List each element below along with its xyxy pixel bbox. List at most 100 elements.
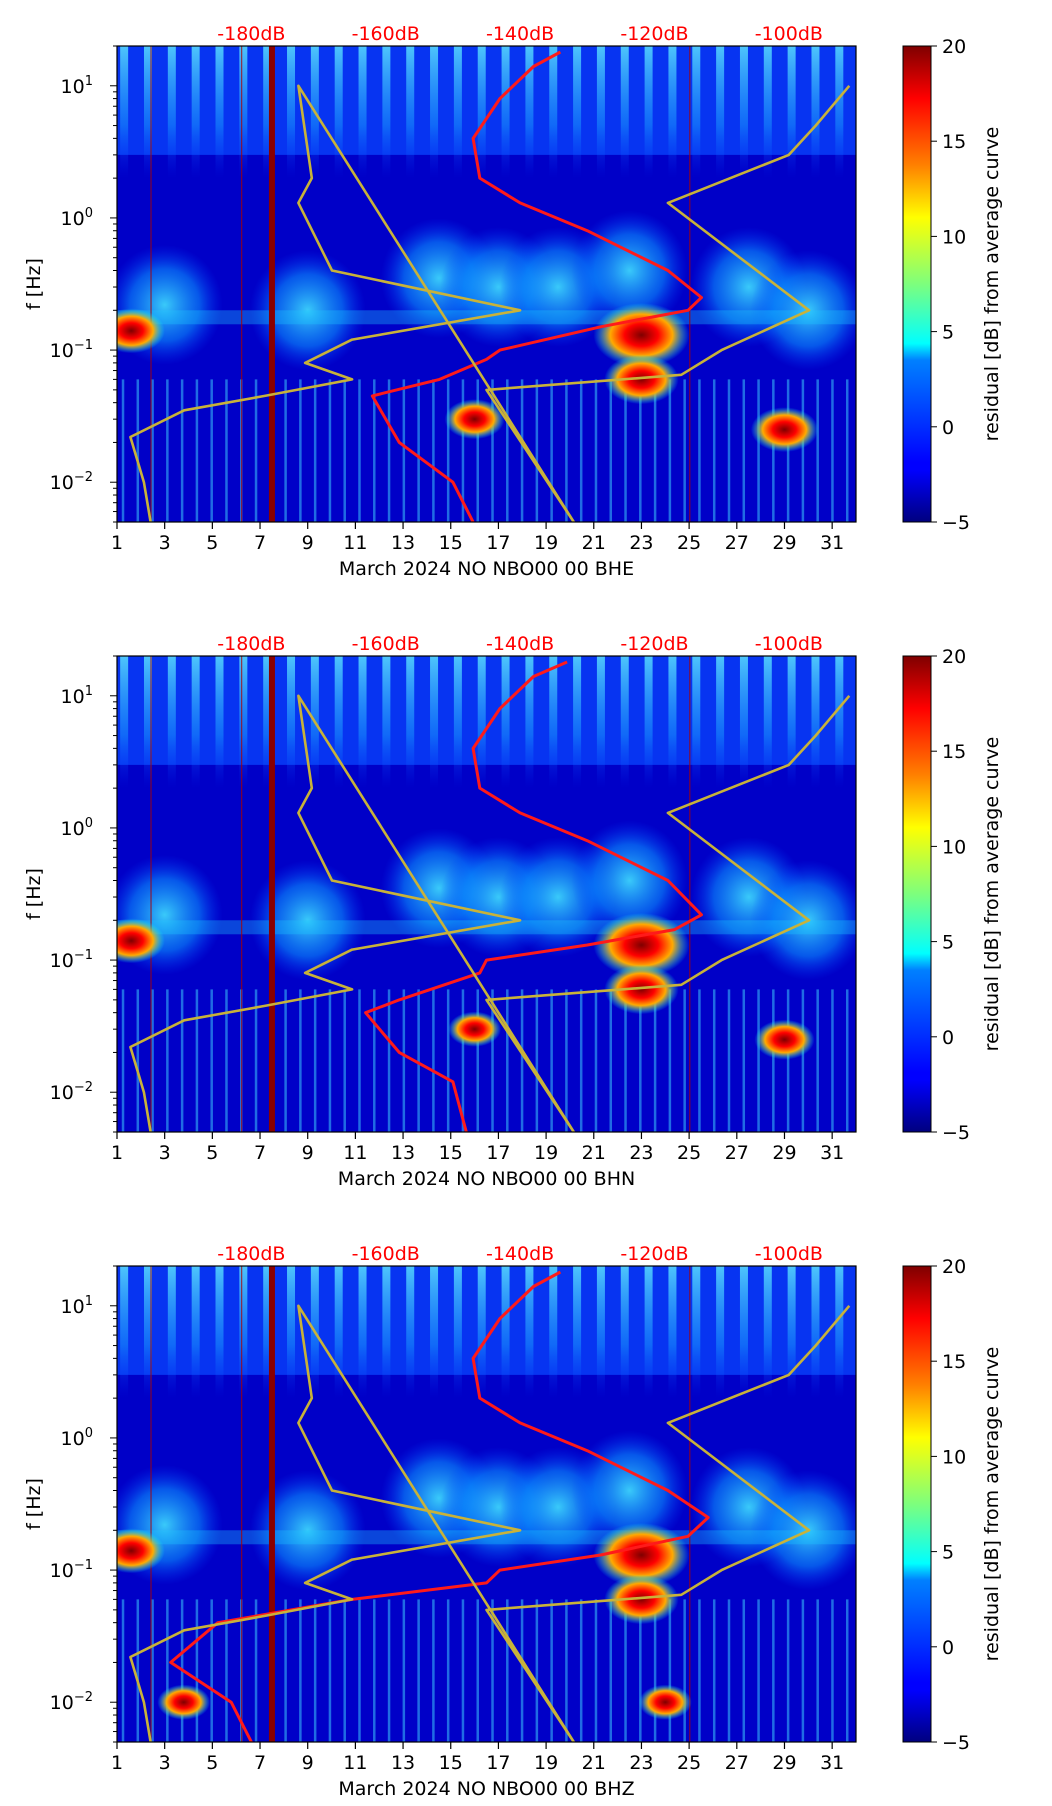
colorbar-label: residual [dB] from average curve [981, 1347, 1003, 1662]
y-tick-label: 101 [61, 74, 93, 98]
x-tick-label: 19 [534, 532, 558, 554]
hot-spot [604, 354, 679, 405]
y-tick-label: 101 [61, 1294, 93, 1318]
x-tick-label: 21 [582, 1752, 606, 1774]
db-scale-label: -140dB [486, 23, 554, 45]
x-axis-label: March 2024 NO NBO00 00 BHN [338, 1168, 635, 1190]
plot-frame [116, 655, 857, 1133]
noise-model-curve [129, 694, 851, 1132]
x-tick-label: 5 [206, 532, 218, 554]
x-tick-label: 15 [439, 532, 463, 554]
x-tick-label: 3 [159, 532, 171, 554]
y-axis-label: f [Hz] [23, 1478, 45, 1530]
x-tick-label: 19 [534, 1752, 558, 1774]
hot-spot [117, 1528, 165, 1574]
x-tick-label: 29 [772, 532, 796, 554]
colorbar-tick-label: 0 [942, 417, 954, 439]
x-tick-label: 29 [772, 1142, 796, 1164]
db-scale-label: -180dB [217, 633, 285, 655]
y-tick-label: 10−2 [50, 1690, 93, 1714]
x-tick-label: 13 [391, 1752, 415, 1774]
colorbar-tick-label: −5 [942, 512, 970, 534]
colorbar [902, 45, 932, 523]
db-scale-label: -160dB [352, 1243, 420, 1265]
db-scale-label: -120dB [620, 1243, 688, 1265]
x-tick-label: 5 [206, 1142, 218, 1164]
x-tick-label: 13 [391, 532, 415, 554]
noise-model-curve [129, 1304, 851, 1742]
db-scale-label: -140dB [486, 633, 554, 655]
x-tick-label: 19 [534, 1142, 558, 1164]
colorbar-tick-label: 20 [942, 646, 966, 668]
x-tick-label: 11 [343, 1142, 367, 1164]
y-tick-label: 10−1 [50, 338, 93, 362]
x-tick-label: 27 [725, 532, 749, 554]
db-scale-label: -120dB [620, 633, 688, 655]
spectrogram-image [117, 1266, 856, 1742]
db-scale-label: -100dB [755, 1243, 823, 1265]
x-tick-label: 9 [302, 1142, 314, 1164]
hot-spot [593, 1523, 690, 1588]
x-tick-label: 31 [820, 1752, 844, 1774]
y-tick-label: 101 [61, 684, 93, 708]
x-tick-label: 27 [725, 1752, 749, 1774]
y-axis-label: f [Hz] [23, 868, 45, 920]
y-tick-label: 100 [61, 816, 93, 840]
colorbar [902, 1265, 932, 1743]
colorbar-tick-label: 5 [942, 1542, 954, 1564]
x-tick-label: 21 [582, 532, 606, 554]
x-tick-label: 17 [486, 1142, 510, 1164]
x-tick-label: 15 [439, 1752, 463, 1774]
x-tick-label: 1 [111, 532, 123, 554]
colorbar-tick-label: 10 [942, 226, 966, 248]
x-tick-label: 17 [486, 532, 510, 554]
colorbar-tick-label: −5 [942, 1122, 970, 1144]
db-scale-label: -120dB [620, 23, 688, 45]
x-axis-label: March 2024 NO NBO00 00 BHE [339, 558, 634, 580]
y-tick-label: 10−1 [50, 1558, 93, 1582]
x-tick-label: 23 [629, 1142, 653, 1164]
db-scale-label: -100dB [755, 23, 823, 45]
db-scale-label: -180dB [217, 23, 285, 45]
hot-spot [157, 1684, 211, 1720]
mean-noise-curve [370, 50, 703, 522]
noise-model-curve [129, 84, 851, 522]
db-scale-label: -180dB [217, 1243, 285, 1265]
x-tick-label: 13 [391, 1142, 415, 1164]
x-tick-label: 15 [439, 1142, 463, 1164]
hot-spot [604, 1574, 679, 1625]
y-tick-label: 10−2 [50, 470, 93, 494]
colorbar-tick-label: 0 [942, 1027, 954, 1049]
colorbar-tick-label: 0 [942, 1637, 954, 1659]
colorbar [902, 655, 932, 1133]
hot-spot [117, 308, 165, 354]
x-tick-label: 7 [254, 1142, 266, 1164]
plot-frame [116, 1265, 857, 1743]
colorbar-tick-label: 15 [942, 131, 966, 153]
x-tick-label: 5 [206, 1752, 218, 1774]
x-tick-label: 21 [582, 1142, 606, 1164]
colorbar-tick-label: 5 [942, 932, 954, 954]
hot-spot [593, 303, 690, 368]
colorbar-tick-label: 5 [942, 322, 954, 344]
x-tick-label: 1 [111, 1752, 123, 1774]
hot-spot [593, 913, 690, 978]
x-tick-label: 7 [254, 1752, 266, 1774]
hot-spot [638, 1684, 692, 1720]
x-tick-label: 25 [677, 532, 701, 554]
y-tick-label: 10−1 [50, 948, 93, 972]
plot-frame [116, 45, 857, 523]
x-tick-label: 25 [677, 1142, 701, 1164]
colorbar-tick-label: 15 [942, 741, 966, 763]
x-tick-label: 11 [343, 532, 367, 554]
colorbar-label: residual [dB] from average curve [981, 127, 1003, 442]
x-tick-label: 31 [820, 532, 844, 554]
x-tick-label: 9 [302, 1752, 314, 1774]
colorbar-label: residual [dB] from average curve [981, 737, 1003, 1052]
mean-noise-curve [169, 1270, 710, 1742]
hot-spot [117, 918, 165, 964]
colorbar-tick-label: 15 [942, 1351, 966, 1373]
x-tick-label: 11 [343, 1752, 367, 1774]
